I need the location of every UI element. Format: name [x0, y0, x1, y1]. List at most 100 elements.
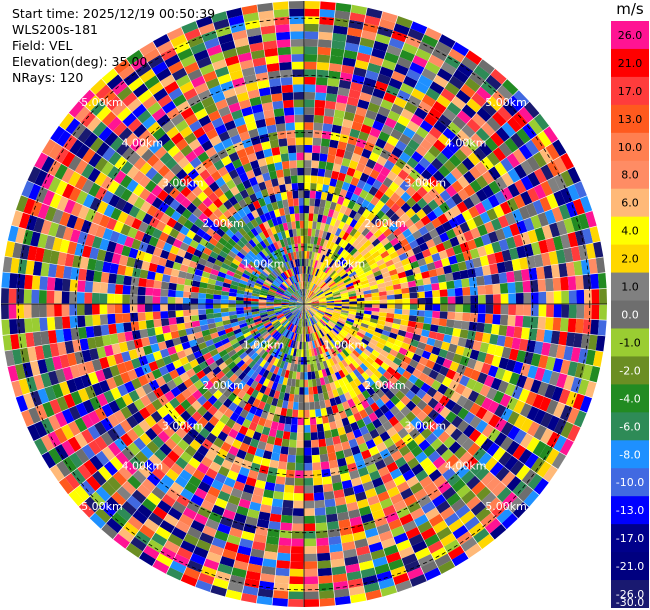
velocity-cell — [446, 141, 460, 154]
velocity-cell — [121, 351, 131, 363]
velocity-cell — [326, 267, 333, 275]
velocity-cell — [417, 494, 432, 508]
velocity-cell — [193, 49, 209, 62]
velocity-cell — [282, 254, 288, 263]
velocity-cell — [297, 304, 304, 309]
velocity-cell — [245, 357, 254, 366]
velocity-cell — [360, 513, 374, 524]
velocity-cell — [263, 343, 271, 351]
velocity-cell — [304, 175, 311, 183]
velocity-cell — [304, 54, 318, 62]
velocity-cell — [337, 246, 345, 255]
velocity-cell — [313, 363, 318, 372]
velocity-cell — [549, 222, 561, 238]
velocity-cell — [457, 188, 470, 201]
velocity-cell — [233, 328, 242, 335]
velocity-cell — [489, 263, 499, 275]
velocity-cell — [513, 90, 530, 107]
velocity-cell — [47, 431, 61, 448]
velocity-cell — [563, 217, 575, 234]
velocity-cell — [494, 404, 507, 418]
velocity-cell — [109, 364, 120, 377]
velocity-cell — [532, 199, 545, 215]
velocity-cell — [552, 277, 562, 291]
velocity-cell — [101, 523, 118, 540]
velocity-cell — [304, 364, 308, 373]
velocity-cell — [70, 267, 80, 280]
velocity-cell — [250, 159, 260, 170]
velocity-cell — [262, 229, 270, 239]
velocity-cell — [387, 486, 400, 498]
velocity-cell — [352, 428, 363, 439]
velocity-cell — [283, 206, 290, 215]
velocity-cell — [262, 283, 271, 289]
velocity-cell — [126, 495, 142, 510]
velocity-cell — [295, 348, 300, 357]
velocity-cell — [209, 135, 222, 147]
velocity-cell — [556, 220, 568, 236]
velocity-cell — [176, 248, 187, 258]
velocity-cell — [277, 325, 284, 333]
velocity-cell — [274, 192, 282, 202]
velocity-cell — [563, 375, 575, 391]
velocity-cell — [202, 400, 213, 411]
velocity-cell — [224, 327, 234, 334]
velocity-cell — [227, 62, 242, 74]
velocity-cell — [272, 281, 280, 288]
velocity-cell — [221, 291, 230, 296]
velocity-cell — [148, 81, 164, 96]
velocity-cell — [259, 433, 269, 443]
velocity-cell — [304, 561, 318, 570]
velocity-cell — [553, 418, 567, 435]
velocity-cell — [254, 373, 263, 383]
velocity-cell — [306, 289, 309, 297]
velocity-cell — [533, 254, 544, 268]
velocity-cell — [363, 251, 372, 260]
velocity-cell — [307, 310, 313, 318]
velocity-cell — [283, 271, 289, 279]
velocity-cell — [327, 521, 340, 530]
velocity-cell — [280, 191, 288, 201]
velocity-cell — [223, 199, 233, 210]
velocity-cell — [304, 304, 308, 312]
velocity-cell — [319, 9, 335, 18]
velocity-cell — [366, 221, 375, 231]
velocity-cell — [301, 296, 304, 304]
velocity-cell — [248, 128, 259, 139]
velocity-cell — [424, 376, 435, 387]
velocity-cell — [135, 62, 152, 77]
velocity-cell — [412, 333, 421, 342]
velocity-cell — [320, 191, 328, 201]
velocity-cell — [318, 298, 327, 301]
velocity-cell — [518, 388, 531, 403]
velocity-cell — [251, 414, 261, 425]
velocity-cell — [364, 368, 374, 378]
velocity-cell — [182, 507, 197, 520]
velocity-cell — [69, 364, 81, 379]
velocity-cell — [439, 177, 452, 190]
velocity-cell — [462, 347, 473, 358]
velocity-cell — [291, 294, 299, 300]
velocity-cell — [245, 121, 257, 131]
velocity-cell — [151, 398, 163, 411]
velocity-cell — [200, 499, 215, 512]
velocity-cell — [128, 349, 139, 360]
velocity-cell — [361, 319, 370, 326]
velocity-cell — [183, 291, 191, 298]
velocity-cell — [445, 351, 456, 361]
velocity-cell — [170, 432, 183, 445]
velocity-cell — [109, 456, 124, 471]
velocity-cell — [395, 400, 406, 411]
velocity-cell — [500, 304, 509, 315]
velocity-cell — [241, 4, 258, 15]
velocity-cell — [379, 304, 388, 309]
velocity-cell — [354, 59, 369, 70]
velocity-cell — [218, 361, 228, 371]
velocity-cell — [288, 323, 294, 331]
velocity-cell — [143, 252, 153, 263]
velocity-cell — [338, 465, 349, 475]
velocity-cell — [129, 294, 138, 304]
colorbar-blocks — [611, 21, 649, 608]
velocity-cell — [90, 100, 106, 116]
velocity-cell — [290, 347, 295, 356]
